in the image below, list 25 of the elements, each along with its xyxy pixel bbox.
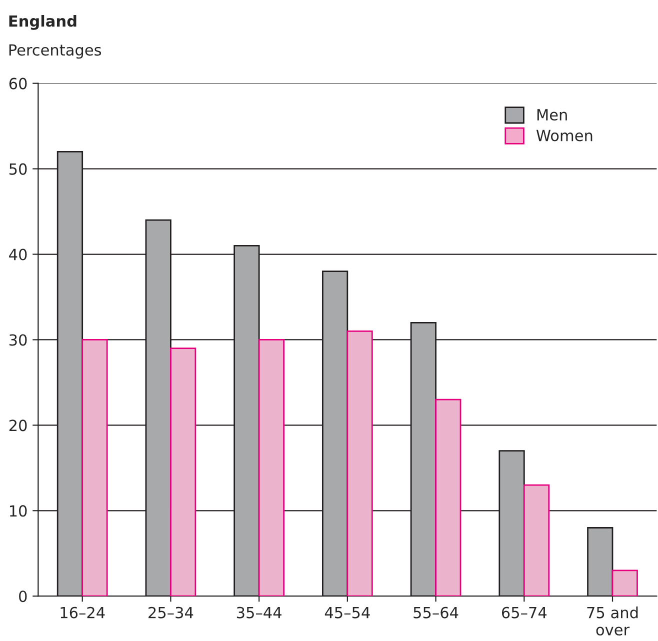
y-tick-label: 60: [9, 78, 27, 90]
x-tick-label: 75 and over: [587, 606, 638, 636]
y-tick-label: 40: [9, 248, 27, 260]
x-tick-label: 16–24: [60, 606, 105, 618]
y-axis-title: Percentages: [9, 44, 102, 59]
x-tick-label: 45–54: [324, 607, 370, 618]
x-tick-label: 25–34: [148, 606, 194, 618]
bar: [82, 339, 108, 596]
bar: [612, 570, 638, 596]
y-tick-label: 20: [9, 420, 27, 432]
x-tick-label: 55–64: [414, 606, 458, 618]
bar: [523, 484, 550, 596]
legend-label: Men: [537, 109, 567, 121]
bar: [258, 339, 284, 596]
chart-title: England: [9, 14, 76, 30]
x-tick-label: 65–74: [502, 606, 547, 618]
y-tick-label: 30: [9, 334, 27, 346]
y-tick-label: 0: [19, 590, 27, 602]
legend-label: Women: [536, 130, 592, 142]
bar: [346, 330, 373, 596]
bar: [435, 398, 462, 596]
bar: [170, 348, 196, 596]
x-tick-label: 35–44: [236, 606, 282, 618]
y-tick-label: 10: [10, 505, 27, 517]
y-tick-label: 50: [9, 163, 27, 175]
